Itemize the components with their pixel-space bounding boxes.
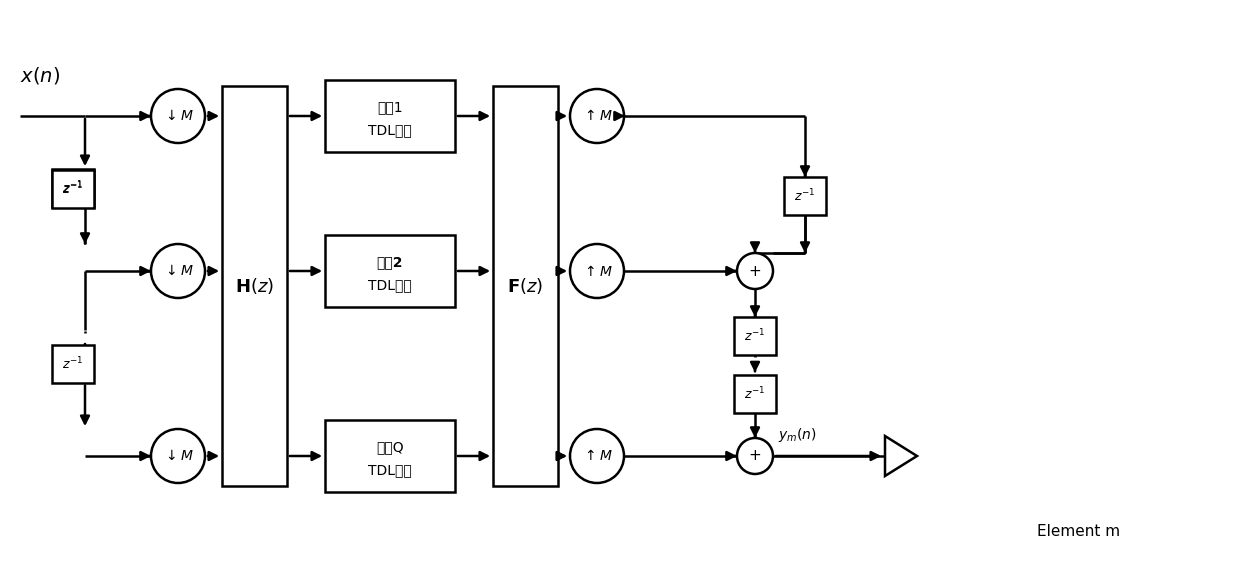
Bar: [52, 169, 94, 207]
Text: $z^{-1}$: $z^{-1}$: [62, 180, 83, 196]
Text: $\uparrow M$: $\uparrow M$: [581, 448, 612, 463]
Circle shape: [151, 429, 204, 483]
Text: $\downarrow M$: $\downarrow M$: [162, 109, 193, 123]
Circle shape: [570, 429, 624, 483]
Text: $z^{-1}$: $z^{-1}$: [794, 188, 815, 204]
Text: 子剈1: 子剈1: [377, 100, 403, 114]
Text: $z^{-1}$: $z^{-1}$: [62, 355, 83, 372]
Text: +: +: [748, 448, 762, 463]
Circle shape: [570, 244, 624, 298]
Bar: [325, 80, 455, 152]
Bar: [325, 235, 455, 307]
Text: $y_m(n)$: $y_m(n)$: [778, 426, 817, 444]
Text: $\mathbf{F}(z)$: $\mathbf{F}(z)$: [508, 276, 544, 296]
Text: $z^{-1}$: $z^{-1}$: [745, 328, 766, 344]
Text: 子剈2: 子剈2: [377, 255, 403, 269]
Text: +: +: [748, 264, 762, 278]
Bar: [325, 420, 455, 492]
Circle shape: [737, 438, 773, 474]
Text: $\uparrow M$: $\uparrow M$: [581, 264, 612, 278]
Text: TDL处理: TDL处理: [368, 278, 411, 292]
Text: $\uparrow M$: $\uparrow M$: [581, 108, 612, 123]
Text: 子带Q: 子带Q: [377, 440, 404, 454]
Circle shape: [151, 244, 204, 298]
Bar: [493, 86, 558, 486]
Bar: [52, 169, 94, 208]
Text: TDL处理: TDL处理: [368, 463, 411, 477]
Text: $\downarrow M$: $\downarrow M$: [162, 264, 193, 278]
Circle shape: [737, 253, 773, 289]
Bar: [733, 317, 776, 355]
Polygon shape: [885, 436, 917, 476]
Circle shape: [570, 89, 624, 143]
Text: Element m: Element m: [1037, 524, 1120, 539]
Bar: [733, 375, 776, 412]
Text: $z^{-1}$: $z^{-1}$: [745, 385, 766, 402]
Bar: [784, 177, 826, 215]
Text: TDL处理: TDL处理: [368, 123, 411, 137]
Bar: [222, 86, 287, 486]
Text: $x(n)$: $x(n)$: [20, 65, 59, 86]
Text: $\mathbf{H}(z)$: $\mathbf{H}(z)$: [235, 276, 274, 296]
Text: $\downarrow M$: $\downarrow M$: [162, 449, 193, 463]
Circle shape: [151, 89, 204, 143]
Text: $z^{-1}$: $z^{-1}$: [62, 180, 83, 197]
Bar: [52, 344, 94, 383]
